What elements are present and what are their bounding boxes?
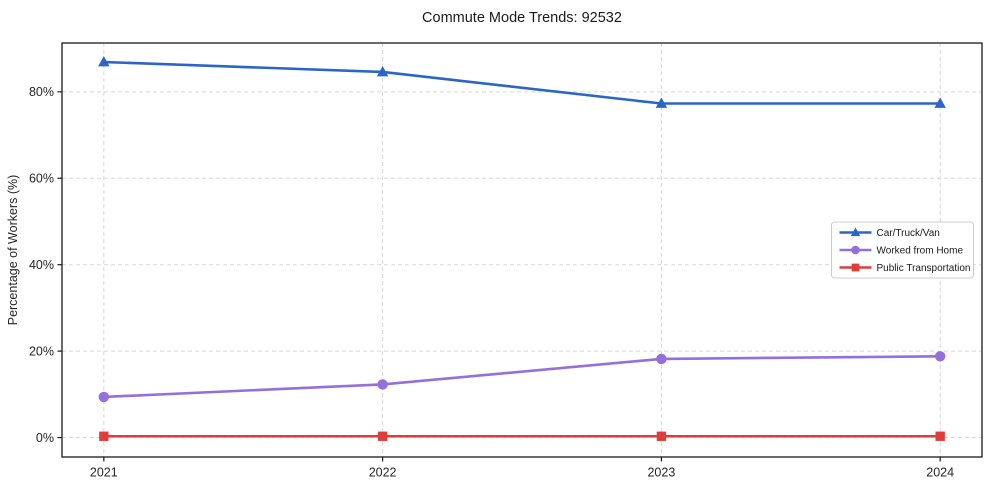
circle-marker bbox=[98, 391, 110, 403]
x-tick-label: 2022 bbox=[369, 466, 397, 480]
circle-marker bbox=[851, 245, 860, 255]
circle-marker bbox=[656, 353, 667, 365]
chart-title: Commute Mode Trends: 92532 bbox=[422, 10, 622, 26]
legend-box bbox=[831, 221, 974, 279]
square-marker bbox=[99, 431, 109, 441]
triangle-marker bbox=[655, 97, 668, 108]
square-marker bbox=[851, 263, 860, 272]
triangle-marker bbox=[98, 56, 110, 67]
axes-layer: 0% 20% 40% 60% 80% 2021 2022 2023 2024 bbox=[29, 42, 983, 480]
x-tick-label: 2024 bbox=[926, 466, 954, 480]
circle-marker bbox=[934, 351, 946, 362]
legend-label: Public Transportation bbox=[877, 263, 971, 274]
y-tick-label: 60% bbox=[29, 172, 54, 186]
series-layer bbox=[98, 56, 946, 441]
y-tick-label: 20% bbox=[29, 345, 54, 359]
x-tick-label: 2023 bbox=[647, 466, 675, 480]
triangle-marker bbox=[376, 65, 389, 77]
legend-item: Car/Truck/Van bbox=[839, 227, 940, 239]
legend-item: Worked from Home bbox=[839, 245, 964, 257]
square-marker bbox=[935, 431, 945, 441]
legend-item: Public Transportation bbox=[839, 263, 971, 274]
legend-label: Car/Truck/Van bbox=[877, 228, 940, 239]
square-marker bbox=[656, 431, 667, 441]
legend: Car/Truck/Van Worked from Home Public Tran… bbox=[831, 221, 974, 279]
series-line-worked-from-home bbox=[102, 355, 942, 399]
plot-border bbox=[61, 42, 983, 458]
y-tick-label: 80% bbox=[29, 85, 54, 99]
triangle-marker bbox=[934, 97, 946, 108]
y-axis-label: Percentage of Workers (%) bbox=[6, 175, 20, 326]
series-line-car-truck-van bbox=[102, 60, 942, 105]
triangle-marker bbox=[850, 227, 861, 237]
y-tick-label: 40% bbox=[29, 258, 54, 272]
circle-marker bbox=[377, 379, 388, 390]
square-marker bbox=[377, 431, 388, 441]
legend-label: Worked from Home bbox=[877, 246, 964, 257]
x-tick-label: 2021 bbox=[90, 466, 118, 480]
y-tick-label: 0% bbox=[36, 431, 54, 445]
